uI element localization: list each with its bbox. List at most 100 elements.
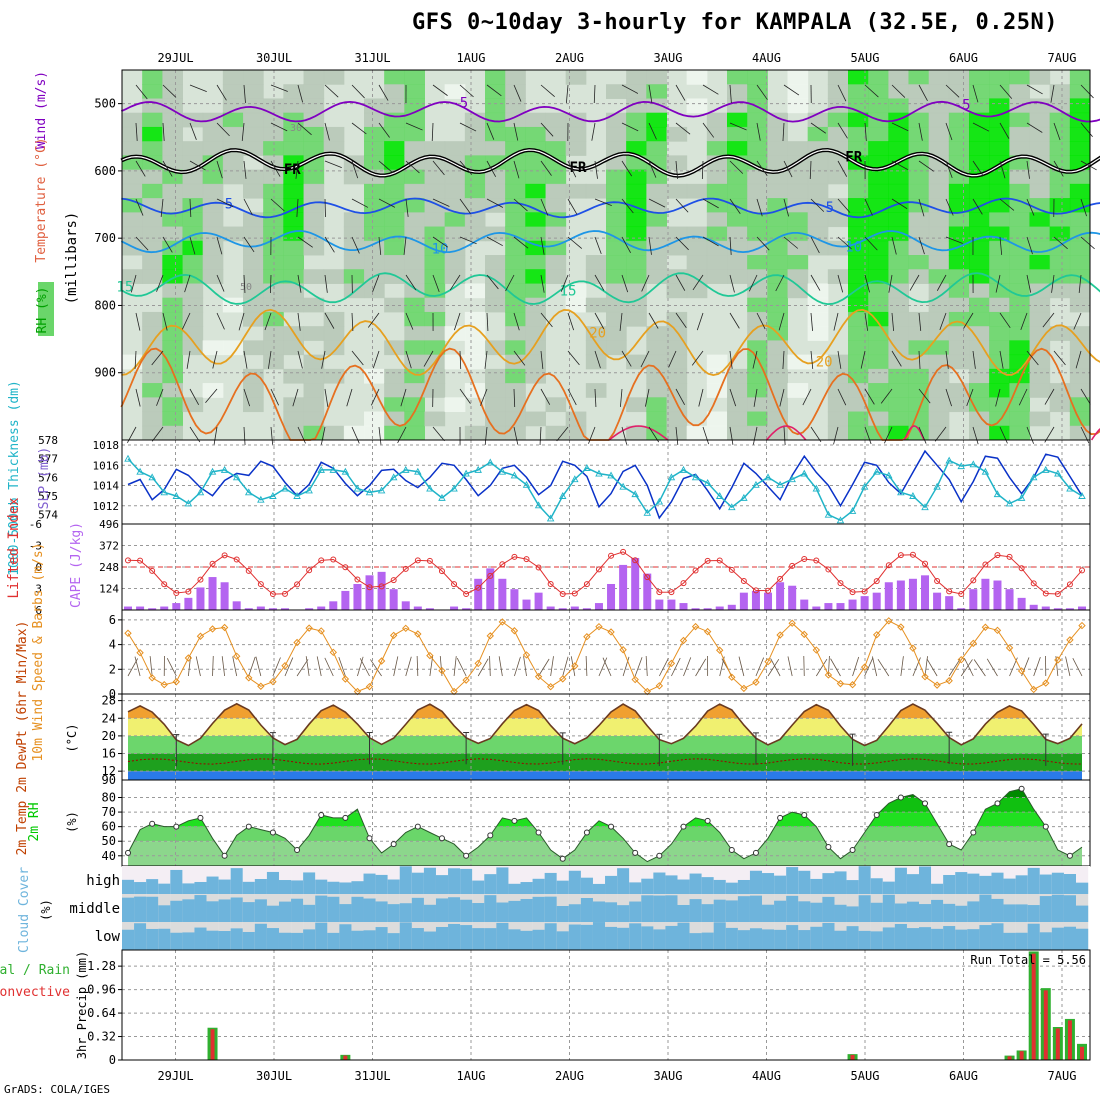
rh-cell <box>525 255 546 270</box>
rh-point <box>897 794 904 801</box>
rh-cell <box>606 255 627 270</box>
rh-cell <box>1009 183 1030 199</box>
rh-cell <box>1069 354 1091 370</box>
rh-cell <box>142 226 163 242</box>
upper-wind-barb <box>702 122 715 138</box>
cloud-fill-cell <box>967 901 980 922</box>
thickness-point <box>872 467 881 475</box>
cape-bar <box>872 592 881 610</box>
upper-wind-barb <box>729 84 732 103</box>
lifted-index-point <box>487 572 494 579</box>
precip-tick-label: 0.96 <box>87 983 116 997</box>
rh-cell <box>948 183 970 199</box>
cape-bar <box>377 571 386 610</box>
lifted-index-point <box>620 548 627 555</box>
rh-cell <box>404 368 425 384</box>
upper-wind-barb <box>1078 274 1082 293</box>
cloud-fill-cell <box>544 872 557 894</box>
upper-wind-barb <box>378 160 393 174</box>
upper-wind-barb <box>241 122 245 141</box>
lifted-index-point <box>245 567 252 574</box>
lifted-index-point <box>414 557 421 564</box>
upper-wind-barb <box>833 312 839 331</box>
rh-cell <box>908 126 930 142</box>
upper-wind-barb <box>513 236 529 249</box>
thickness-point <box>1029 473 1038 481</box>
wind-speed-point <box>740 684 748 693</box>
upper-wind-barb <box>567 160 577 178</box>
rh-cell <box>162 411 183 427</box>
upper-wind-barb <box>459 198 471 214</box>
rh-cell <box>827 411 849 427</box>
lifted-index-point <box>438 568 445 575</box>
cloud-fill-cell <box>1027 905 1040 922</box>
upper-wind-barb <box>891 160 909 170</box>
upper-wind-barb <box>295 160 299 179</box>
rh-cell <box>424 255 446 270</box>
surface-wind-barb <box>738 656 745 677</box>
rh-cell <box>364 112 385 128</box>
upper-wind-barb <box>540 388 551 405</box>
lifted-index-point <box>1042 590 1049 597</box>
lifted-index-point <box>281 590 288 597</box>
upper-wind-barb <box>621 236 631 254</box>
rh-cell <box>1069 368 1091 384</box>
rh-cell <box>142 183 163 199</box>
upper-wind-barb <box>918 388 931 404</box>
surface-wind-barb <box>456 657 467 677</box>
upper-wind-barb <box>216 236 223 255</box>
wind-speed-point <box>534 672 543 681</box>
wind-speed-point <box>462 676 470 684</box>
cloud-fill-cell <box>580 877 594 894</box>
upper-wind-barb <box>864 236 878 251</box>
rh-cell <box>444 397 466 413</box>
cloud-fill-cell <box>375 927 388 950</box>
rh-cell <box>303 70 325 85</box>
upper-wind-barb <box>297 426 306 444</box>
cape-bar <box>981 578 990 610</box>
upper-wind-barb <box>753 388 758 407</box>
rh-point <box>125 849 131 856</box>
rh-cell <box>1049 212 1071 228</box>
rh-cell <box>142 70 163 85</box>
cape-bar <box>848 599 857 610</box>
lifted-index-point <box>789 562 796 569</box>
surface-wind-barb <box>1033 657 1041 677</box>
upper-wind-barb <box>432 236 449 248</box>
surface-wind-barb <box>1072 658 1083 677</box>
upper-wind-barb <box>459 236 477 245</box>
rh-cell <box>303 411 325 427</box>
rh-cell <box>283 368 304 384</box>
hot-temperature-contour <box>1090 427 1100 441</box>
cape-bar <box>1017 597 1026 610</box>
cape-bar <box>582 608 591 610</box>
cloud-fill-cell <box>472 880 485 894</box>
upper-wind-barb <box>270 84 288 92</box>
upper-wind-barb <box>999 84 1013 99</box>
rh-cell <box>646 226 667 242</box>
cloud-fill-cell <box>580 897 594 922</box>
rh-cell <box>404 411 425 427</box>
cloud-fill-cell <box>870 931 883 950</box>
rh-cell <box>948 212 970 228</box>
rh-cell <box>727 269 748 284</box>
surface-wind-barb <box>755 657 765 677</box>
cloud-fill-cell <box>532 929 545 950</box>
upper-wind-barb <box>130 274 137 293</box>
cloud-fill-cell <box>339 904 352 922</box>
rh-cell <box>989 255 1010 270</box>
rh-cell <box>686 283 708 299</box>
rh-cell <box>928 269 950 284</box>
cloud-fill-cell <box>822 873 835 894</box>
thickness-point <box>510 471 519 479</box>
rh-cell <box>1029 112 1051 128</box>
rh-cell <box>666 340 688 356</box>
rh-cell <box>404 212 425 228</box>
wind-tick-label: 6 <box>109 613 116 627</box>
cloud-fill-cell <box>1015 875 1028 894</box>
slp-frame <box>121 439 1091 525</box>
rh-cell <box>1069 255 1091 270</box>
temperature-contour <box>121 197 1100 219</box>
lifted-index-point <box>257 581 264 588</box>
upper-wind-barb <box>999 236 1003 255</box>
